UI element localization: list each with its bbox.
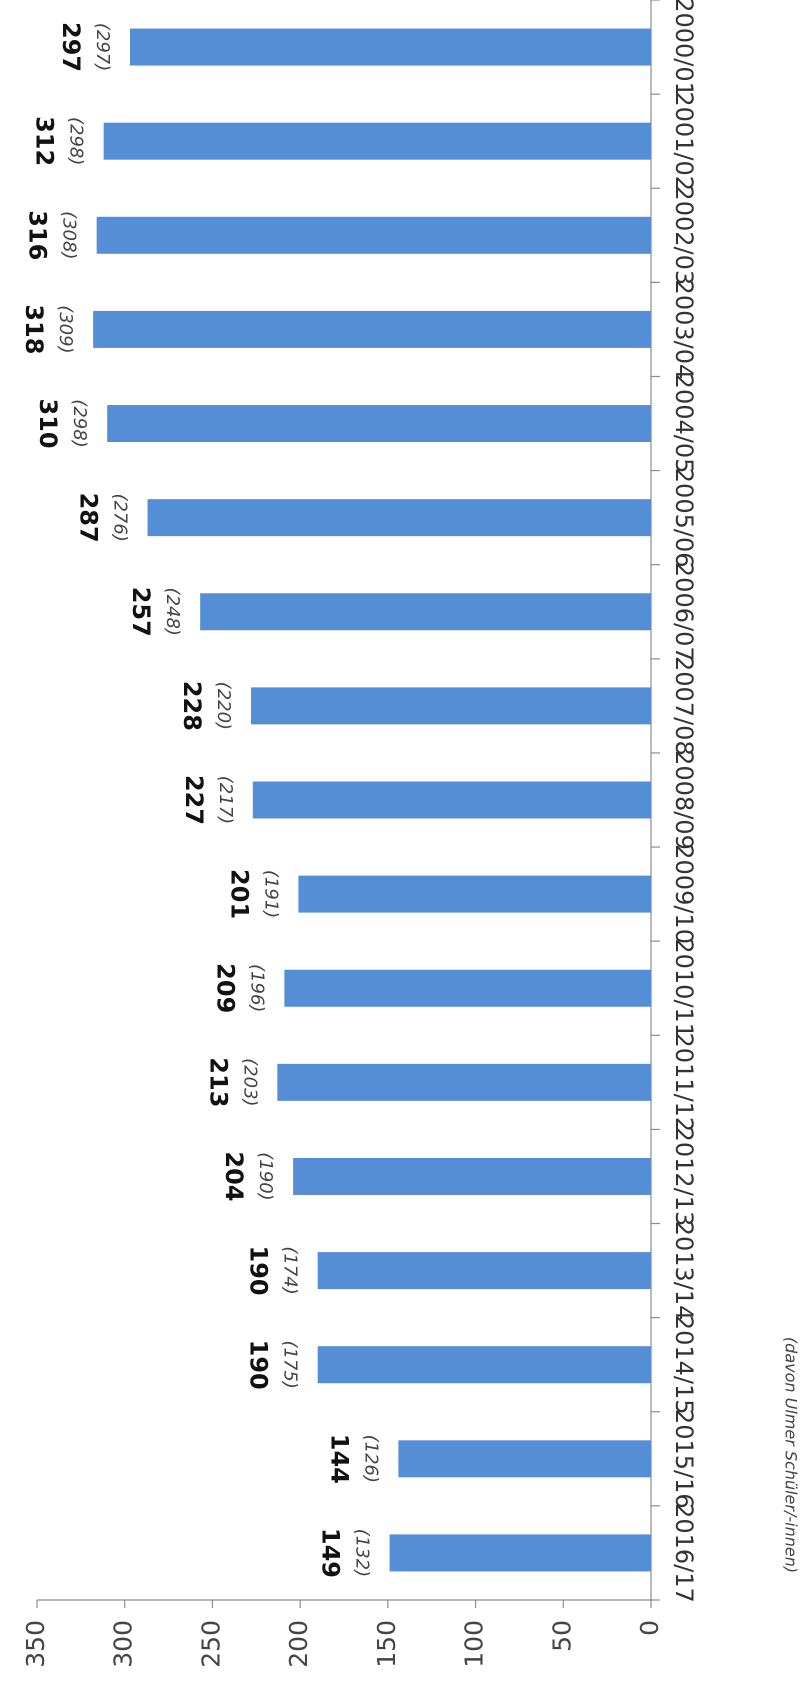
value-label: 318 xyxy=(20,304,48,354)
bar xyxy=(298,875,651,913)
value-tick-label: 100 xyxy=(460,1620,489,1668)
value-tick-label: 150 xyxy=(372,1620,401,1668)
sub-value-label: (190) xyxy=(255,1152,276,1200)
value-label: 287 xyxy=(75,493,103,543)
category-label: 2010/11 xyxy=(670,938,698,1038)
bar xyxy=(200,593,652,631)
sub-value-label: (276) xyxy=(110,493,131,541)
category-label: 2012/13 xyxy=(670,1127,698,1227)
value-label: 257 xyxy=(127,587,155,637)
bar xyxy=(317,1346,651,1384)
bar xyxy=(277,1063,651,1101)
category-labels: 2000/012001/022002/032003/042004/052005/… xyxy=(670,0,698,1603)
sub-value-label: (191) xyxy=(260,870,281,918)
sub-value-label: (196) xyxy=(246,964,267,1012)
value-label: 190 xyxy=(245,1340,273,1390)
value-tick-label: 300 xyxy=(109,1620,138,1668)
sub-value-labels: (297) (298) (308) (309) (298) (276) (248) (220)… xyxy=(55,23,381,1577)
category-label: 2013/14 xyxy=(670,1221,698,1321)
value-label: 209 xyxy=(211,963,239,1013)
value-tick-label: 250 xyxy=(196,1620,225,1668)
bar xyxy=(93,310,651,348)
sub-value-label: (308) xyxy=(59,211,80,259)
value-tick-label: 0 xyxy=(635,1620,664,1636)
sub-value-label: (298) xyxy=(66,117,87,165)
value-label: 228 xyxy=(178,681,206,731)
value-label: 316 xyxy=(24,210,52,260)
value-axis-tick-labels: 0 50 100 150 200 250 300 350 xyxy=(21,1620,664,1668)
value-label: 312 xyxy=(31,116,59,166)
bar xyxy=(147,499,651,537)
sub-value-label: (220) xyxy=(213,682,234,730)
value-labels: 297 312 316 318 310 287 257 228 227 201 209 213 204 1… xyxy=(20,22,353,1578)
category-label: 2015/16 xyxy=(670,1409,698,1509)
sub-value-label: (126) xyxy=(360,1435,381,1483)
category-label: 2009/10 xyxy=(670,844,698,944)
category-label: 2006/07 xyxy=(670,562,698,662)
bar xyxy=(389,1534,651,1572)
category-label: 2005/06 xyxy=(670,468,698,568)
bar xyxy=(252,781,651,819)
value-label: 149 xyxy=(317,1528,345,1578)
sub-value-label: (217) xyxy=(215,776,236,824)
category-label: 2004/05 xyxy=(670,374,698,474)
value-label: 213 xyxy=(204,1057,232,1107)
bar xyxy=(317,1252,651,1290)
sub-value-label: (203) xyxy=(239,1058,260,1106)
category-label: 2007/08 xyxy=(670,656,698,756)
bar xyxy=(284,969,651,1007)
value-tick-label: 350 xyxy=(21,1620,50,1668)
value-label: 201 xyxy=(225,869,253,919)
sub-value-label: (309) xyxy=(55,305,76,353)
sub-value-label: (298) xyxy=(69,399,90,447)
sub-value-label: (175) xyxy=(280,1341,301,1389)
bar xyxy=(96,216,652,254)
category-label: 2002/03 xyxy=(670,185,698,285)
value-tick-label: 200 xyxy=(284,1620,313,1668)
value-label: 190 xyxy=(245,1246,273,1296)
category-label: 2011/12 xyxy=(670,1033,698,1133)
category-label: 2001/02 xyxy=(670,91,698,191)
bar xyxy=(103,122,652,160)
bar xyxy=(398,1440,651,1478)
value-label: 227 xyxy=(180,775,208,825)
bar xyxy=(251,687,651,725)
sub-value-label: (132) xyxy=(352,1529,373,1577)
category-label: 2008/09 xyxy=(670,750,698,850)
sub-value-label: (174) xyxy=(280,1246,301,1294)
bars xyxy=(93,28,652,1572)
bar xyxy=(293,1157,651,1195)
value-label: 297 xyxy=(57,22,85,72)
category-label: 2003/04 xyxy=(670,280,698,380)
value-tick-label: 50 xyxy=(547,1620,576,1652)
value-label: 204 xyxy=(220,1151,248,1201)
category-label: 2000/01 xyxy=(670,0,698,97)
sub-value-note: (davon Ulmer Schüler/-innen) xyxy=(782,1337,801,1573)
category-label: 2016/17 xyxy=(670,1503,698,1603)
value-label: 310 xyxy=(34,398,62,448)
axis-ticks xyxy=(36,0,660,1608)
category-label: 2014/15 xyxy=(670,1315,698,1415)
sub-value-label: (297) xyxy=(92,23,113,71)
bar xyxy=(107,405,651,443)
sub-value-label: (248) xyxy=(162,588,183,636)
value-label: 144 xyxy=(325,1434,353,1484)
bar xyxy=(129,28,651,66)
